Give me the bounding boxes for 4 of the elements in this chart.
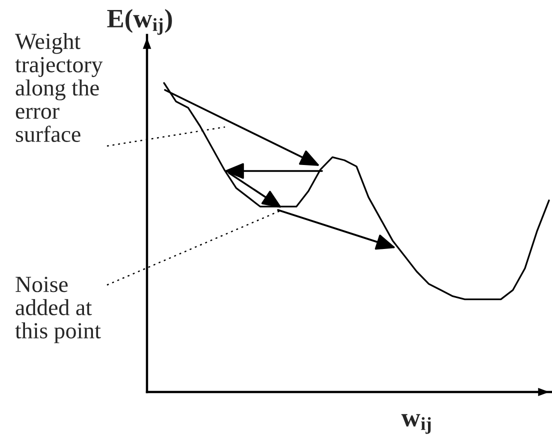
y-axis-title: E(w$_{ij}$): [107, 8, 172, 35]
text: Weight trajectory along the error surface: [15, 33, 103, 142]
x-axis-title: w$_{ij}$: [401, 414, 431, 434]
text: Noise added at this point: [15, 276, 101, 344]
